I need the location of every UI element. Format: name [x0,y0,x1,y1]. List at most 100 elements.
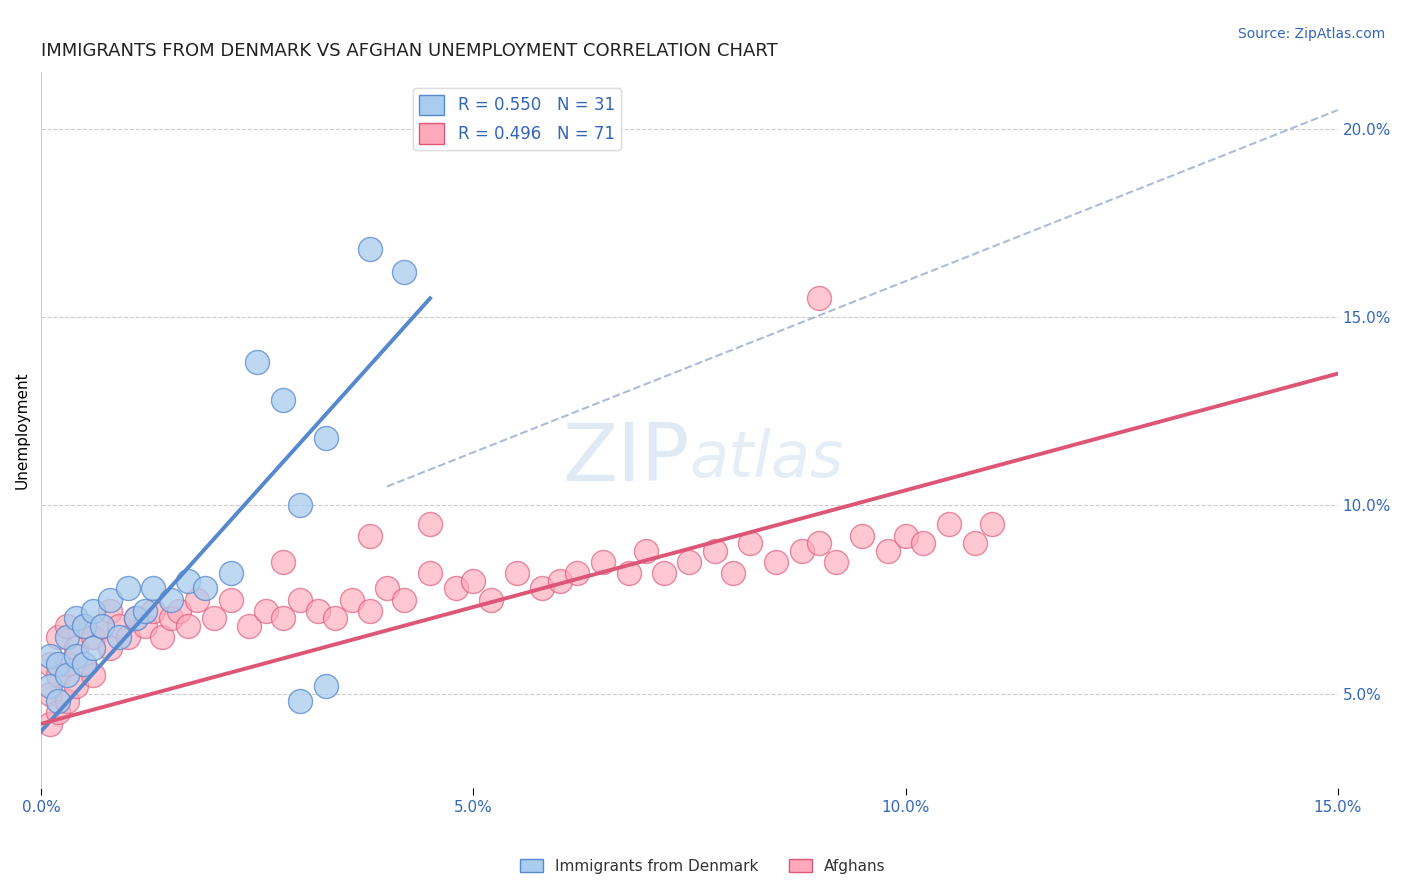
Point [142,581,165,595]
Point [290,694,312,708]
Point [721,566,744,581]
Point [981,517,1004,532]
Point [219,592,242,607]
Point [652,566,675,581]
Point [150,630,173,644]
Point [56,630,79,644]
Point [73,657,96,671]
Point [877,543,900,558]
Point [82,641,104,656]
Point [505,566,527,581]
Point [159,611,181,625]
Point [98,604,121,618]
Point [392,592,415,607]
Point [194,581,217,595]
Point [531,581,554,595]
Text: atlas: atlas [689,427,844,490]
Point [808,536,831,550]
Point [108,619,131,633]
Y-axis label: Unemployment: Unemployment [15,371,30,489]
Point [125,611,148,625]
Point [48,668,70,682]
Point [765,555,787,569]
Point [56,619,79,633]
Point [125,611,148,625]
Point [169,604,191,618]
Point [463,574,485,588]
Point [38,648,60,663]
Text: ZIP: ZIP [562,420,689,498]
Point [38,679,60,693]
Point [911,536,934,550]
Point [254,604,277,618]
Point [65,648,87,663]
Point [271,555,294,569]
Point [359,243,381,257]
Point [73,619,96,633]
Point [177,574,200,588]
Point [565,566,588,581]
Point [315,679,337,693]
Point [479,592,502,607]
Point [315,431,337,445]
Point [142,604,165,618]
Point [73,619,96,633]
Point [202,611,225,625]
Point [90,619,112,633]
Point [82,630,104,644]
Point [48,657,70,671]
Point [134,619,156,633]
Point [271,392,294,407]
Point [246,355,269,369]
Point [159,592,181,607]
Text: IMMIGRANTS FROM DENMARK VS AFGHAN UNEMPLOYMENT CORRELATION CHART: IMMIGRANTS FROM DENMARK VS AFGHAN UNEMPL… [41,42,778,60]
Point [56,657,79,671]
Point [117,630,139,644]
Point [48,630,70,644]
Point [290,499,312,513]
Point [108,630,131,644]
Point [38,716,60,731]
Point [82,668,104,682]
Point [65,611,87,625]
Point [359,528,381,542]
Point [65,679,87,693]
Point [65,641,87,656]
Point [271,611,294,625]
Point [704,543,727,558]
Point [359,604,381,618]
Point [851,528,873,542]
Point [98,641,121,656]
Point [73,657,96,671]
Point [186,592,208,607]
Point [177,619,200,633]
Point [825,555,848,569]
Point [419,517,441,532]
Point [592,555,614,569]
Text: Source: ZipAtlas.com: Source: ZipAtlas.com [1237,27,1385,41]
Point [90,619,112,633]
Point [82,604,104,618]
Point [636,543,658,558]
Point [894,528,917,542]
Point [307,604,329,618]
Point [738,536,761,550]
Point [48,694,70,708]
Point [678,555,700,569]
Point [444,581,467,595]
Point [98,592,121,607]
Point [38,657,60,671]
Legend: Immigrants from Denmark, Afghans: Immigrants from Denmark, Afghans [515,853,891,880]
Point [238,619,260,633]
Point [938,517,960,532]
Point [790,543,813,558]
Point [290,592,312,607]
Point [56,668,79,682]
Point [617,566,640,581]
Point [134,604,156,618]
Point [548,574,571,588]
Point [375,581,398,595]
Point [392,265,415,279]
Point [48,706,70,720]
Point [117,581,139,595]
